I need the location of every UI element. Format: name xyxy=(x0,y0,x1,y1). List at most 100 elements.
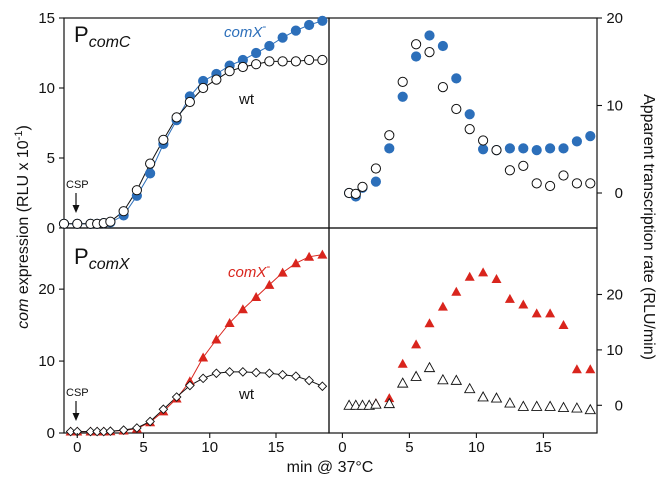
comC-rate-series-0-point-7 xyxy=(424,30,435,41)
comX-expression-series-0-point-12 xyxy=(198,352,209,362)
csp-label-bottom: CSP xyxy=(66,387,89,399)
comX-rate-series-0-point-15 xyxy=(518,299,529,309)
comX-expression-x-tick-label-1: 5 xyxy=(139,439,147,456)
comX-rate-series-1-point-11 xyxy=(463,382,476,394)
comX-rate-series-0-point-10 xyxy=(451,286,462,296)
comX-rate-x-tick-label-2: 10 xyxy=(468,439,485,456)
comC-rate-series-0-point-6 xyxy=(411,51,422,62)
comC-rate-series-1-point-2 xyxy=(357,181,368,192)
comX-rate-series-1-point-14 xyxy=(504,397,516,408)
comX-rate-series-1-point-20 xyxy=(584,403,597,415)
comX-rate-series-0-point-12 xyxy=(478,267,489,277)
comC-rate-series-1-point-1 xyxy=(350,188,361,199)
comX-expression-series-0-point-20 xyxy=(304,251,315,261)
comX-expression-y-tick-label-2: 20 xyxy=(38,281,55,298)
comX-expression-series-1-point-15 xyxy=(238,367,248,377)
comX-expression-series-0-point-17 xyxy=(264,279,275,289)
comX-rate-series-0-point-5 xyxy=(384,393,395,403)
comC-rate-series-0-point-9 xyxy=(451,73,462,84)
comX-expression-series-1-point-20 xyxy=(304,375,314,386)
comC-expression-series-0-point-17 xyxy=(264,40,275,52)
frame-right-bottom xyxy=(328,227,598,434)
comC-expression-y-tick-label-0: 0 xyxy=(47,220,55,237)
comC-expression-series-1-point-5 xyxy=(105,216,116,227)
comX-expression-series-1-point-7 xyxy=(132,423,142,433)
comX-rate-x-tick-label-1: 5 xyxy=(405,439,413,456)
comX-expression-series-1-point-21 xyxy=(317,381,328,392)
comC-rate-series-0-point-17 xyxy=(558,143,569,154)
comC-expression-series-1-point-11 xyxy=(184,96,195,108)
comC-expression-series-1-point-7 xyxy=(131,185,142,196)
x-axis-title: min @ 37°C xyxy=(287,459,374,476)
comC-rate-series-0-point-16 xyxy=(545,143,556,154)
comX-expression-series-1-point-10 xyxy=(171,392,182,402)
csp-arrow-bottom-head xyxy=(72,413,80,421)
comX-rate-series-1-point-12 xyxy=(477,391,489,402)
comX-expression-series-1-point-2 xyxy=(85,426,96,437)
comC-expression-series-0-point-21 xyxy=(317,15,328,26)
comX-expression-series-1-point-11 xyxy=(185,380,195,391)
comC-rate-series-1-point-9 xyxy=(451,103,462,115)
comC-expression-series-0-point-20 xyxy=(304,19,315,31)
comX-rate-series-1-point-5 xyxy=(383,397,396,409)
comX-expression-x-tick-label-0: 0 xyxy=(73,439,81,456)
comX-rate-series-1-point-9 xyxy=(437,373,449,385)
comX-rate-x-tick-label-0: 0 xyxy=(338,439,346,456)
comC-rate-series-1-point-6 xyxy=(411,39,422,50)
comC-rate-y-tick-label-0: 0 xyxy=(615,185,623,202)
comX-expression-series-1-point-3 xyxy=(92,426,102,437)
comC-rate-series-0-point-19 xyxy=(585,131,596,142)
comX-rate-series-0-point-6 xyxy=(397,358,408,368)
comX-rate-series-1-point-4 xyxy=(370,398,382,409)
comC-rate-series-1-point-16 xyxy=(545,180,556,192)
comC-rate-series-0-point-4 xyxy=(384,143,395,154)
comX-expression-series-1-point-12 xyxy=(198,373,208,384)
comC-expression-y-tick-label-1: 5 xyxy=(47,150,55,167)
comC-rate-series-0-point-8 xyxy=(437,40,448,52)
comX-rate-series-1-point-10 xyxy=(450,374,463,385)
comX-rate-series-1-point-18 xyxy=(557,401,570,412)
comC-expression-series-1-point-21 xyxy=(317,54,328,66)
comX-rate-series-0-point-20 xyxy=(585,364,596,374)
comX-rate-x-tick-label-3: 15 xyxy=(535,439,552,456)
comX-rate-series-0-point-17 xyxy=(545,308,556,318)
comX-expression-series-1-point-8 xyxy=(145,416,155,427)
comC-rate-series-0-point-13 xyxy=(504,143,515,154)
comC-rate-series-0-point-10 xyxy=(464,109,475,120)
comC-rate-series-0-point-11 xyxy=(478,144,489,155)
comX-expression-series-0-point-13 xyxy=(211,334,222,344)
comX-rate-y-tick-label-0: 0 xyxy=(615,397,623,414)
comX-expression-series-1-point-17 xyxy=(264,368,275,379)
comC-rate-series-0-point-5 xyxy=(397,91,408,102)
comC-expression-series-0-point-19 xyxy=(290,25,301,36)
comC-expression-series-0-point-16 xyxy=(251,47,262,59)
comX-expression-series-0-point-19 xyxy=(290,258,301,268)
comX-expression-series-0-point-15 xyxy=(237,304,248,314)
comC-rate-series-1-point-3 xyxy=(370,163,381,174)
comX-expression-series-1-point-14 xyxy=(224,367,235,377)
y-axis-title-right: Apparent transcription rate (RLU/min) xyxy=(640,94,657,360)
comC-rate-series-1-point-15 xyxy=(531,178,542,189)
comC-rate-series-0-point-3 xyxy=(370,176,381,187)
comC-expression-series-1-point-14 xyxy=(224,66,235,77)
comC-expression-series-1-point-1 xyxy=(72,218,83,229)
comX-rate-series-0-point-16 xyxy=(531,308,542,318)
comC-rate-series-1-point-14 xyxy=(518,160,529,171)
comC-expression-series-1-point-19 xyxy=(290,56,301,67)
comC-rate-series-1-point-12 xyxy=(491,145,502,156)
panel-label-comc: PcomC xyxy=(74,22,131,51)
comC-expression-series-1-point-17 xyxy=(264,56,275,67)
series-label-comc-wt: wt xyxy=(238,91,255,108)
comX-expression-y-tick-label-1: 10 xyxy=(38,353,55,370)
comX-rate-series-0-point-18 xyxy=(558,319,569,329)
csp-label-top: CSP xyxy=(66,179,89,191)
comC-rate-series-1-point-8 xyxy=(437,82,448,93)
comX-expression-series-1-point-9 xyxy=(158,404,169,415)
comC-rate-series-0-point-15 xyxy=(531,145,542,156)
comX-rate-series-1-point-15 xyxy=(517,400,530,411)
comX-expression-series-1-point-19 xyxy=(291,371,301,382)
comC-rate-series-1-point-13 xyxy=(504,165,515,176)
comC-expression-series-1-line xyxy=(64,59,323,225)
comC-rate-y-tick-label-2: 20 xyxy=(606,10,623,27)
